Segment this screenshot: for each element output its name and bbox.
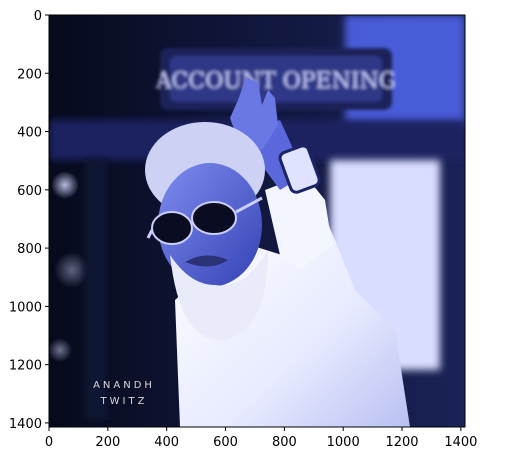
- axes-frame: [48, 14, 466, 428]
- bokeh-light: [54, 252, 90, 288]
- x-tick-label: 600: [213, 435, 238, 450]
- watch: [278, 144, 321, 194]
- y-tick-label: 400: [17, 126, 42, 141]
- watermark-line-1: ANANDH: [93, 380, 155, 391]
- y-tick-label: 1000: [9, 300, 42, 315]
- x-tick-label: 200: [95, 435, 120, 450]
- sign-board: ACCOUNT OPENING: [155, 48, 397, 110]
- raised-arm: [265, 175, 332, 270]
- image-content: ACCOUNT OPENING: [49, 15, 465, 427]
- y-axis: 0 200 400 600 800 1000 1200 1400: [9, 9, 49, 432]
- y-tick-label: 0: [34, 9, 42, 24]
- x-tick-label: 1200: [385, 435, 418, 450]
- x-tick-label: 400: [154, 435, 179, 450]
- sunglasses: [146, 196, 263, 245]
- y-tick-label: 1200: [9, 359, 42, 374]
- beard: [170, 250, 268, 341]
- y-tick-label: 600: [17, 184, 42, 199]
- y-tick-label: 800: [17, 242, 42, 257]
- pointing-hand: [230, 78, 278, 150]
- bokeh-light: [49, 338, 72, 362]
- x-tick-label: 0: [45, 435, 53, 450]
- sign-text: ACCOUNT OPENING: [155, 69, 397, 94]
- x-tick-label: 800: [272, 435, 297, 450]
- y-tick-label: 1400: [9, 417, 42, 432]
- watermark-line-2: TWITZ: [100, 396, 148, 407]
- bokeh-light: [51, 171, 79, 199]
- x-tick-label: 1400: [444, 435, 477, 450]
- left-pillar: [85, 160, 107, 420]
- y-tick-label: 200: [17, 67, 42, 82]
- x-axis: 0 200 400 600 800 1000 1200 1400: [45, 427, 477, 450]
- x-tick-label: 1000: [327, 435, 360, 450]
- mustache: [185, 255, 228, 267]
